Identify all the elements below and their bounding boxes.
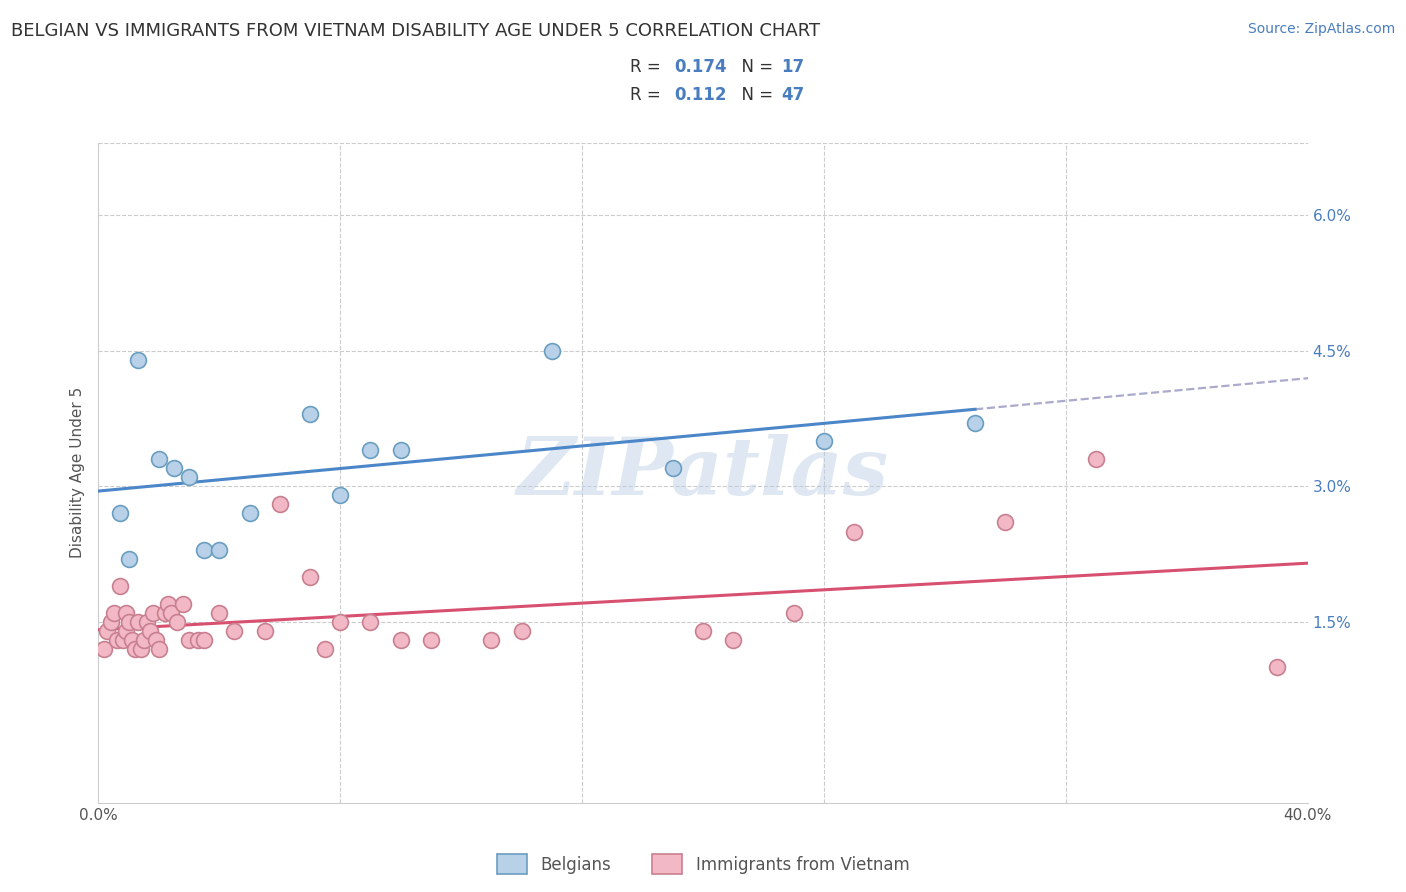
Text: N =: N = bbox=[731, 86, 778, 103]
Point bbox=[179, 633, 201, 648]
Point bbox=[1267, 660, 1289, 674]
Point bbox=[153, 606, 176, 620]
Text: 17: 17 bbox=[782, 58, 804, 76]
Point bbox=[692, 624, 714, 638]
Point bbox=[145, 633, 167, 648]
Text: R =: R = bbox=[630, 58, 666, 76]
Point bbox=[299, 570, 322, 584]
Text: N =: N = bbox=[731, 58, 778, 76]
Point bbox=[142, 606, 165, 620]
Point bbox=[510, 624, 533, 638]
Point bbox=[224, 624, 246, 638]
Point bbox=[420, 633, 443, 648]
Point bbox=[965, 416, 987, 430]
Point bbox=[124, 642, 146, 657]
Point bbox=[118, 615, 141, 629]
Point bbox=[108, 507, 131, 521]
Point bbox=[103, 606, 125, 620]
Point bbox=[118, 551, 141, 566]
Point bbox=[269, 497, 291, 511]
Legend: Belgians, Immigrants from Vietnam: Belgians, Immigrants from Vietnam bbox=[489, 847, 917, 880]
Point bbox=[127, 352, 149, 367]
Text: BELGIAN VS IMMIGRANTS FROM VIETNAM DISABILITY AGE UNDER 5 CORRELATION CHART: BELGIAN VS IMMIGRANTS FROM VIETNAM DISAB… bbox=[11, 22, 820, 40]
Point bbox=[314, 642, 336, 657]
Point bbox=[135, 615, 157, 629]
Y-axis label: Disability Age Under 5: Disability Age Under 5 bbox=[69, 387, 84, 558]
Point bbox=[239, 507, 262, 521]
Point bbox=[187, 633, 209, 648]
Point bbox=[360, 615, 382, 629]
Point bbox=[193, 633, 215, 648]
Point bbox=[111, 633, 134, 648]
Point bbox=[139, 624, 162, 638]
Text: ZIPatlas: ZIPatlas bbox=[517, 434, 889, 511]
Point bbox=[481, 633, 503, 648]
Point bbox=[1085, 452, 1108, 467]
Text: 0.174: 0.174 bbox=[673, 58, 727, 76]
Text: R =: R = bbox=[630, 86, 666, 103]
Point bbox=[96, 624, 118, 638]
Point bbox=[360, 443, 382, 458]
Point bbox=[299, 407, 322, 421]
Point bbox=[93, 642, 115, 657]
Point bbox=[172, 597, 194, 611]
Point bbox=[389, 443, 412, 458]
Point bbox=[166, 615, 188, 629]
Text: 0.112: 0.112 bbox=[673, 86, 727, 103]
Text: Source: ZipAtlas.com: Source: ZipAtlas.com bbox=[1247, 22, 1395, 37]
Point bbox=[723, 633, 745, 648]
Point bbox=[100, 615, 122, 629]
Point bbox=[844, 524, 866, 539]
Point bbox=[329, 615, 352, 629]
Point bbox=[148, 452, 170, 467]
Point bbox=[148, 642, 170, 657]
Point bbox=[105, 633, 128, 648]
Point bbox=[132, 633, 155, 648]
Point bbox=[114, 606, 136, 620]
Point bbox=[179, 470, 201, 484]
Point bbox=[329, 488, 352, 502]
Point bbox=[389, 633, 412, 648]
Point bbox=[253, 624, 276, 638]
Point bbox=[662, 461, 685, 475]
Point bbox=[208, 606, 231, 620]
Point bbox=[156, 597, 179, 611]
Point bbox=[114, 624, 136, 638]
Point bbox=[193, 542, 215, 557]
Point bbox=[127, 615, 149, 629]
Point bbox=[994, 516, 1017, 530]
Point bbox=[129, 642, 152, 657]
Text: 47: 47 bbox=[782, 86, 804, 103]
Point bbox=[108, 579, 131, 593]
Point bbox=[121, 633, 143, 648]
Point bbox=[783, 606, 806, 620]
Point bbox=[160, 606, 183, 620]
Point bbox=[163, 461, 186, 475]
Point bbox=[813, 434, 835, 449]
Point bbox=[208, 542, 231, 557]
Point bbox=[540, 343, 562, 358]
